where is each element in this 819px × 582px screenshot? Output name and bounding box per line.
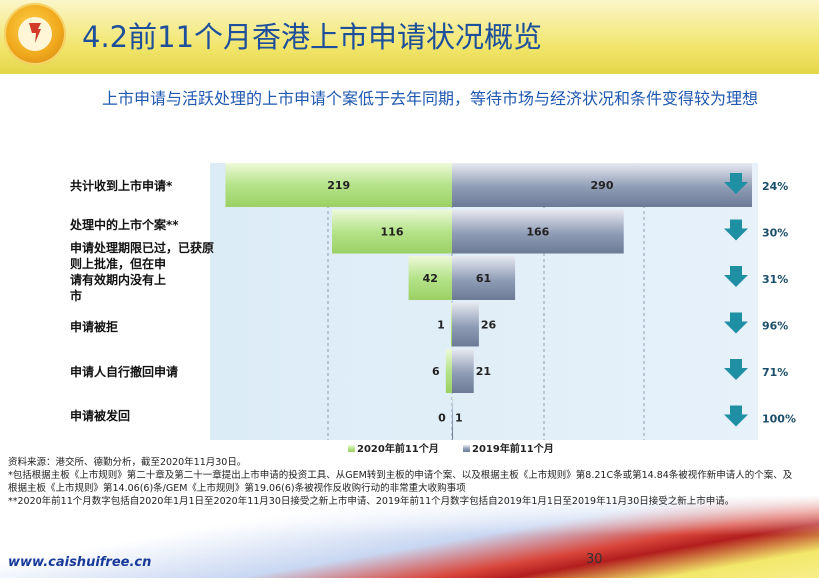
down-arrow-icon — [724, 266, 748, 287]
change-label: 31% — [762, 273, 788, 286]
footer-note-2: **2020年前11个月数字包括自2020年1月1日至2020年11月30日接受… — [8, 496, 735, 507]
plot-background — [210, 163, 758, 440]
logo-mark-icon — [29, 23, 41, 43]
bar-2020 — [225, 163, 452, 207]
bar-2019 — [452, 163, 752, 207]
change-label: 100% — [762, 413, 796, 426]
category-label: 申请人自行撤回申请 — [70, 364, 178, 379]
bar-2019 — [452, 302, 479, 347]
legend-swatch-2019 — [463, 445, 470, 452]
value-label-2019: 166 — [526, 226, 549, 239]
down-arrow-icon — [724, 359, 748, 380]
down-arrow-icon — [724, 405, 748, 427]
change-label: 30% — [762, 227, 788, 240]
category-label: 请有效期内没有上 — [70, 272, 166, 287]
change-label: 96% — [762, 320, 788, 333]
footer-notes: 资料来源：港交所、德勤分析，截至2020年11月30日。 *包括根据主板《上市规… — [8, 456, 798, 508]
footer-source: 资料来源：港交所、德勤分析，截至2020年11月30日。 — [8, 457, 247, 468]
bar-2019 — [452, 349, 474, 393]
category-label: 则上批准，但在申 — [70, 256, 166, 271]
bar-2020 — [332, 209, 452, 254]
category-label: 申请处理期限已过，已获原 — [70, 240, 214, 255]
decorative-bottom-fade — [0, 495, 819, 535]
logo-inner — [18, 17, 52, 51]
value-label-2020: 219 — [327, 179, 350, 192]
page-number: 30 — [586, 552, 603, 567]
bar-2019 — [452, 256, 516, 300]
value-label-2020: 6 — [432, 365, 440, 378]
value-label-2019: 21 — [476, 365, 491, 378]
value-label-2020: 1 — [437, 319, 445, 332]
category-label: 处理中的上市个案** — [69, 217, 179, 232]
legend-label-2020: 2020年前11个月 — [357, 442, 439, 455]
change-label: 71% — [762, 366, 788, 379]
value-label-2020: 116 — [381, 226, 404, 239]
down-arrow-icon — [724, 173, 748, 194]
category-label: 共计收到上市申请* — [70, 178, 173, 193]
bar-2019 — [452, 209, 624, 254]
legend-swatch-2020 — [348, 445, 355, 452]
bar-2020 — [445, 349, 452, 393]
website-link[interactable]: www.caishuifree.cn — [8, 555, 152, 570]
category-label: 申请被拒 — [70, 319, 118, 334]
change-label: 24% — [762, 180, 788, 193]
header-band: 4.2前11个月香港上市申请状况概览 — [0, 0, 819, 74]
value-label-2019: 26 — [481, 319, 497, 332]
down-arrow-icon — [724, 312, 748, 334]
value-label-2019: 290 — [591, 179, 614, 192]
page-title: 4.2前11个月香港上市申请状况概览 — [82, 20, 543, 54]
category-label: 市 — [70, 288, 82, 303]
value-label-2020: 42 — [423, 272, 438, 285]
legend-label-2019: 2019年前11个月 — [472, 442, 554, 455]
footer-note-1: *包括根据主板《上市规则》第二十章及第二十一章提出上市申请的投资工具、从GEM转… — [8, 470, 793, 494]
value-label-2020: 0 — [438, 412, 446, 425]
category-label: 申请被发回 — [70, 408, 130, 423]
bar-2020 — [408, 256, 452, 300]
value-label-2019: 1 — [455, 412, 463, 425]
value-label-2019: 61 — [476, 272, 491, 285]
bar-2019 — [452, 395, 454, 440]
logo — [4, 3, 66, 65]
down-arrow-icon — [724, 219, 748, 241]
bar-2020 — [450, 302, 452, 347]
chart-subtitle: 上市申请与活跃处理的上市申请个案低于去年同期，等待市场与经济状况和条件变得较为理… — [101, 89, 758, 108]
